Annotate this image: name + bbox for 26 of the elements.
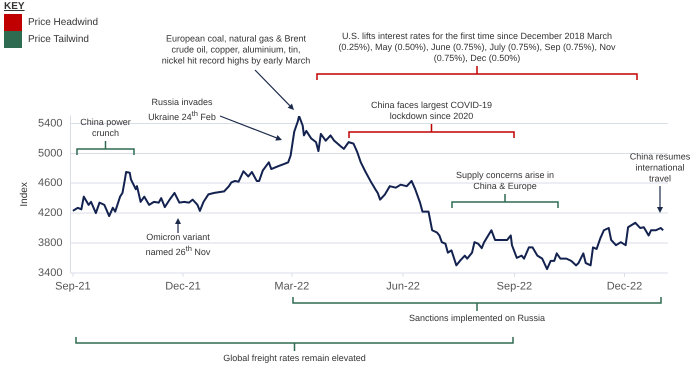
text: Price Headwind: [28, 17, 98, 28]
annotation: China faces largest COVID-19 lockdown since 2020: [370, 100, 494, 122]
annotation: Supply concerns arise in China & Europe: [454, 170, 556, 192]
annotation: China resumes international travel: [628, 152, 692, 184]
y-tick-label: 4600: [38, 177, 62, 190]
y-tick-label: 3400: [38, 266, 62, 279]
text: U.S. lifts interest rates for the first time since December 2018 March (0.25%), May (0.50%), June (0.75%), July (0.75%), Sep (0.75%), Nov (0.75%), Dec (0.50%): [337, 31, 617, 64]
x-tick-label: Jun-22: [386, 280, 420, 292]
x-tick-label: Mar-22: [274, 280, 310, 292]
y-tick-label: 4200: [38, 207, 62, 220]
text: European coal, natural gas & Brent crude oil, copper, aluminium, tin, nickel hit record highs by early March: [161, 34, 311, 66]
text: Price Tailwind: [28, 34, 89, 45]
annotation: Russia invades Ukraine 24$^{th}$ Feb: [147, 97, 217, 123]
x-tick-label: Dec-21: [165, 280, 201, 292]
text: Global freight rates remain elevated: [222, 353, 367, 364]
x-tick-label: Sep-22: [496, 280, 532, 292]
y-axis-title: Index: [18, 182, 30, 207]
x-tick-label: Dec-22: [606, 280, 642, 292]
annotation: Omicron variant named 26$^{th}$ Nov: [144, 232, 212, 258]
text: Sanctions implemented on Russia: [408, 313, 546, 324]
y-tick-label: 5000: [38, 147, 62, 160]
y-tick-label: 3800: [38, 236, 62, 249]
x-tick-label: Sep-21: [55, 280, 91, 292]
annotation: China power crunch: [79, 117, 132, 139]
text: KEY: [4, 1, 25, 12]
y-tick-label: 5400: [38, 118, 62, 130]
